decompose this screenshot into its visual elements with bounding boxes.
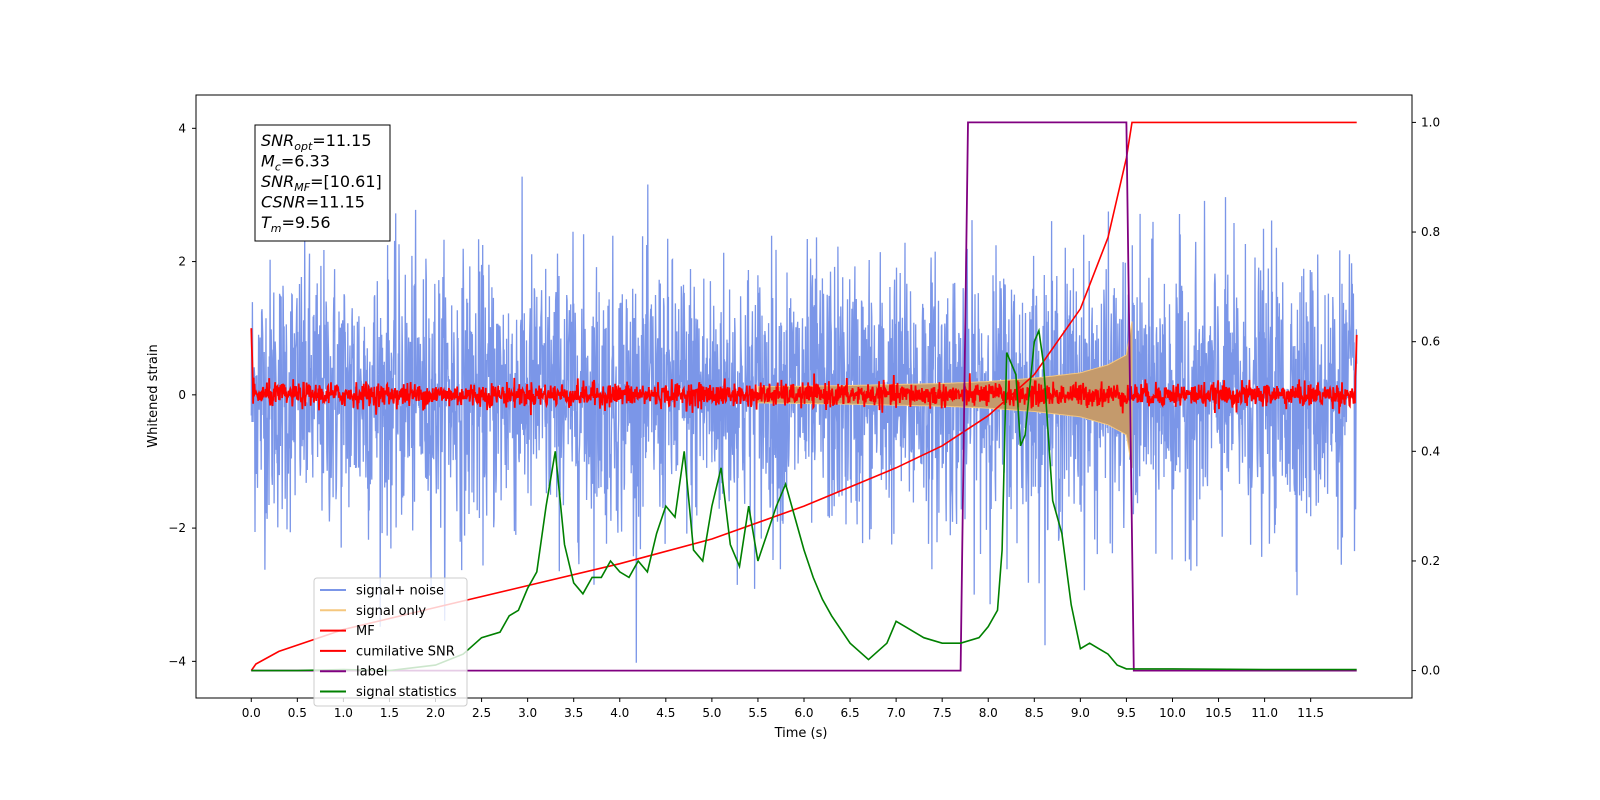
x-tick-label: 10.0 bbox=[1159, 706, 1186, 720]
series-label bbox=[251, 121, 1357, 672]
x-tick-label: 4.0 bbox=[610, 706, 629, 720]
x-tick-label: 7.0 bbox=[887, 706, 906, 720]
y-tick-label: −4 bbox=[168, 654, 186, 668]
annotation-line: CSNR=11.15 bbox=[261, 193, 365, 212]
x-axis: 0.0 0.5 1.0 1.5 2.0 2.5 3.0 3.5 4.0 4.5 5.0 5.5 6.0 6… bbox=[242, 698, 1324, 720]
series-mf bbox=[250, 328, 1358, 416]
x-tick-label: 1.0 bbox=[334, 706, 353, 720]
y2-tick-label: 0.8 bbox=[1421, 225, 1440, 239]
legend-entry: label bbox=[356, 665, 387, 680]
y-axis-left: 4 2 0 −2 −4 bbox=[168, 121, 196, 668]
y2-tick-label: 0.0 bbox=[1421, 664, 1440, 678]
x-tick-label: 2.5 bbox=[472, 706, 491, 720]
y-axis-right: 1.0 0.8 0.6 0.4 0.2 0.0 bbox=[1412, 115, 1440, 678]
y-tick-label: 4 bbox=[178, 121, 186, 135]
x-tick-label: 1.5 bbox=[380, 706, 399, 720]
x-tick-label: 0.5 bbox=[288, 706, 307, 720]
y-tick-label: 0 bbox=[178, 388, 186, 402]
x-tick-label: 11.0 bbox=[1251, 706, 1278, 720]
y2-tick-label: 0.6 bbox=[1421, 335, 1440, 349]
y2-tick-label: 0.2 bbox=[1421, 554, 1440, 568]
x-tick-label: 6.5 bbox=[841, 706, 860, 720]
x-tick-label: 5.0 bbox=[702, 706, 721, 720]
y-tick-label: −2 bbox=[168, 521, 186, 535]
annotation-line: SNRopt=11.15 bbox=[261, 131, 372, 153]
y2-tick-label: 0.4 bbox=[1421, 444, 1440, 458]
x-tick-label: 6.0 bbox=[794, 706, 813, 720]
annotation-line: Mc=6.33 bbox=[261, 152, 330, 174]
x-axis-label: Time (s) bbox=[774, 726, 828, 741]
x-tick-label: 3.0 bbox=[518, 706, 537, 720]
x-tick-label: 2.0 bbox=[426, 706, 445, 720]
x-tick-label: 4.5 bbox=[656, 706, 675, 720]
legend-entry: signal statistics bbox=[356, 685, 457, 700]
x-tick-label: 5.5 bbox=[748, 706, 767, 720]
x-tick-label: 9.5 bbox=[1117, 706, 1136, 720]
series-signal-statistics bbox=[251, 327, 1357, 672]
x-tick-label: 3.5 bbox=[564, 706, 583, 720]
legend-frame bbox=[313, 577, 468, 707]
legend-entry: cumilative SNR bbox=[356, 644, 455, 659]
y-axis-label: Whitened strain bbox=[146, 344, 161, 447]
x-tick-label: 10.5 bbox=[1205, 706, 1232, 720]
legend: signal+ noise signal only MF cumilative SNR… bbox=[313, 577, 468, 707]
legend-entry: MF bbox=[356, 624, 375, 639]
legend-entry: signal only bbox=[356, 604, 426, 619]
annotation-frame bbox=[254, 124, 391, 242]
annotation-line: SNRMF=[10.61] bbox=[261, 172, 382, 194]
x-tick-label: 8.5 bbox=[1025, 706, 1044, 720]
y-tick-label: 2 bbox=[178, 255, 186, 269]
y2-tick-label: 1.0 bbox=[1421, 115, 1440, 129]
x-tick-label: 9.0 bbox=[1071, 706, 1090, 720]
legend-entry: signal+ noise bbox=[356, 584, 444, 599]
annotation-line: Tm=9.56 bbox=[261, 213, 331, 235]
x-tick-label: 8.0 bbox=[979, 706, 998, 720]
x-tick-label: 0.0 bbox=[242, 706, 261, 720]
annotation-box: SNRopt=11.15Mc=6.33SNRMF=[10.61]CSNR=11.… bbox=[254, 124, 391, 242]
x-tick-label: 11.5 bbox=[1297, 706, 1324, 720]
x-tick-label: 7.5 bbox=[933, 706, 952, 720]
